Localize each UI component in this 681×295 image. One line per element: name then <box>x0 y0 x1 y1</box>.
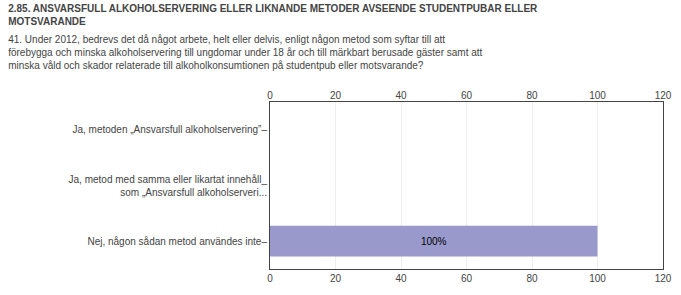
svg-text:0: 0 <box>267 90 273 101</box>
svg-text:80: 80 <box>526 273 538 284</box>
svg-text:80: 80 <box>526 90 538 101</box>
svg-text:2.85. ANSVARSFULL ALKOHOLSERVE: 2.85. ANSVARSFULL ALKOHOLSERVERING ELLER… <box>8 3 538 27</box>
svg-text:41. Under 2012, bedrevs det då: 41. Under 2012, bedrevs det då något arb… <box>8 34 482 71</box>
svg-text:20: 20 <box>330 90 342 101</box>
svg-text:100%: 100% <box>421 236 447 247</box>
svg-text:Ja, metoden „Ansvarsfull alkoh: Ja, metoden „Ansvarsfull alkoholserverin… <box>72 124 267 135</box>
svg-text:Ja, metod med samma eller lika: Ja, metod med samma eller likartat inneh… <box>69 174 268 198</box>
svg-text:120: 120 <box>655 90 672 101</box>
svg-text:60: 60 <box>461 273 473 284</box>
svg-text:40: 40 <box>395 273 407 284</box>
svg-text:100: 100 <box>589 273 606 284</box>
svg-text:40: 40 <box>395 90 407 101</box>
svg-text:100: 100 <box>589 90 606 101</box>
svg-text:Nej, någon sådan metod använde: Nej, någon sådan metod användes inte– <box>87 236 267 247</box>
svg-text:60: 60 <box>461 90 473 101</box>
svg-text:20: 20 <box>330 273 342 284</box>
svg-text:120: 120 <box>655 273 672 284</box>
svg-text:0: 0 <box>267 273 273 284</box>
